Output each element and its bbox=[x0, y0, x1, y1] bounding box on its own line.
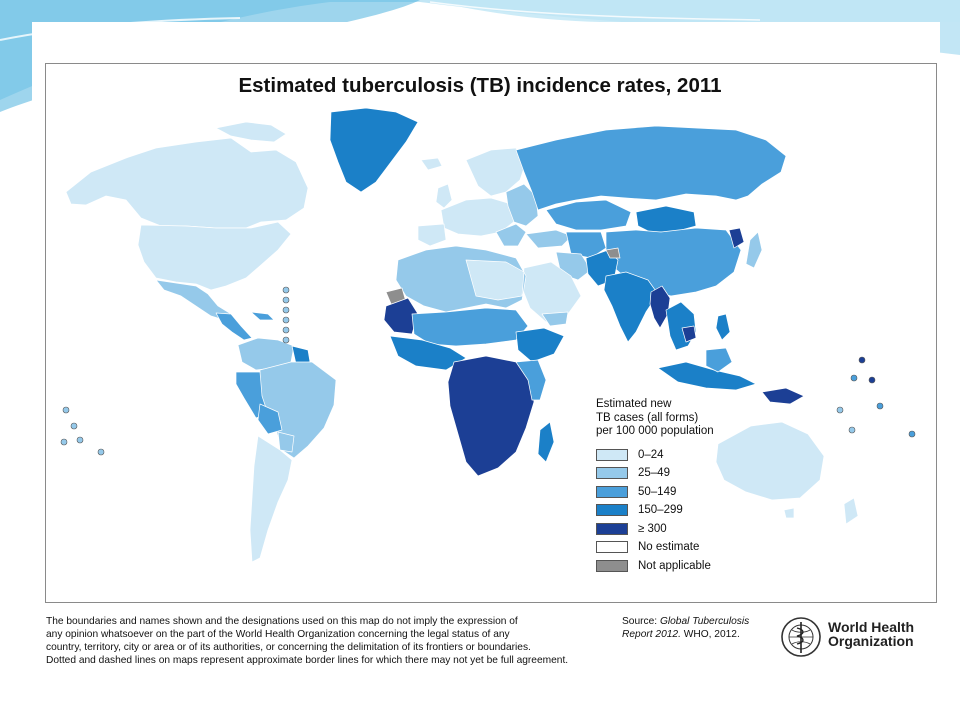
legend-item-50-149: 50–149 bbox=[596, 483, 796, 502]
legend-item-150-299: 150–299 bbox=[596, 501, 796, 520]
region-japan bbox=[745, 231, 763, 269]
region-western-europe bbox=[440, 197, 517, 237]
source-title: Report 2012. bbox=[622, 629, 681, 640]
region-yemen bbox=[541, 311, 569, 327]
legend-swatch bbox=[596, 467, 628, 480]
region-new-zealand bbox=[843, 497, 859, 525]
source-prefix: Source: bbox=[622, 616, 658, 627]
region-bolivia bbox=[257, 403, 283, 435]
region-papua-new-guinea bbox=[761, 387, 805, 405]
region-iberia bbox=[417, 223, 447, 247]
legend-label: ≥ 300 bbox=[638, 522, 667, 535]
region-usa bbox=[137, 221, 292, 291]
legend-title-line: TB cases (all forms) bbox=[596, 411, 699, 424]
region-horn-of-africa bbox=[515, 327, 565, 363]
region-kazakhstan bbox=[545, 199, 632, 231]
region-greenland bbox=[329, 107, 419, 193]
region-borneo bbox=[705, 347, 733, 373]
region-sahel bbox=[411, 307, 529, 347]
region-kashmir bbox=[605, 247, 621, 259]
legend-swatch bbox=[596, 541, 628, 554]
region-cambodia bbox=[681, 325, 697, 343]
source-suffix: WHO, 2012. bbox=[683, 629, 740, 640]
region-uk bbox=[435, 183, 453, 209]
region-india bbox=[603, 271, 659, 343]
disclaimer-line: The boundaries and names shown and the d… bbox=[46, 616, 518, 627]
legend-title: Estimated new TB cases (all forms) per 1… bbox=[596, 398, 796, 439]
region-tasmania bbox=[783, 507, 795, 519]
region-myanmar bbox=[649, 285, 671, 329]
region-east-africa bbox=[515, 359, 547, 401]
disclaimer-text: The boundaries and names shown and the d… bbox=[46, 615, 616, 667]
legend-swatch bbox=[596, 559, 628, 572]
legend-item-300-plus: ≥ 300 bbox=[596, 520, 796, 539]
who-emblem-icon bbox=[781, 617, 821, 657]
legend-label: 0–24 bbox=[638, 448, 664, 461]
region-philippines bbox=[715, 313, 731, 341]
legend-item-no-estimate: No estimate bbox=[596, 538, 796, 557]
region-mongolia bbox=[635, 205, 697, 233]
region-north-korea bbox=[728, 227, 745, 249]
legend-item-not-applicable: Not applicable bbox=[596, 557, 796, 576]
region-paraguay bbox=[277, 431, 295, 453]
region-russia bbox=[515, 125, 787, 211]
legend-swatch bbox=[596, 504, 628, 517]
region-iceland bbox=[420, 157, 443, 171]
region-egypt-libya bbox=[465, 259, 525, 301]
map-legend: Estimated new TB cases (all forms) per 1… bbox=[596, 398, 796, 575]
who-name-line: Organization bbox=[828, 633, 914, 649]
region-indonesia bbox=[657, 361, 757, 391]
legend-label: 50–149 bbox=[638, 485, 677, 498]
disclaimer-line: Dotted and dashed lines on maps represen… bbox=[46, 655, 569, 666]
region-balkans bbox=[495, 223, 527, 247]
region-eastern-europe bbox=[505, 183, 539, 227]
who-name: World Health Organization bbox=[828, 620, 914, 648]
source-title: Global Tuberculosis bbox=[659, 616, 750, 627]
who-name-line: World Health bbox=[828, 619, 915, 635]
who-logo: World Health Organization bbox=[780, 614, 930, 660]
disclaimer-line: country, territory, city or area or of i… bbox=[46, 642, 531, 653]
region-caribbean bbox=[250, 311, 275, 321]
region-central-southern-africa bbox=[447, 355, 535, 477]
legend-label: 150–299 bbox=[638, 504, 683, 517]
legend-title-line: per 100 000 population bbox=[596, 425, 714, 437]
region-southeast-asia bbox=[665, 301, 697, 351]
region-central-america bbox=[215, 312, 253, 341]
region-scandinavia bbox=[465, 147, 527, 197]
map-title: Estimated tuberculosis (TB) incidence ra… bbox=[238, 74, 722, 97]
region-canada-islands bbox=[215, 121, 287, 143]
legend-item-0-24: 0–24 bbox=[596, 446, 796, 465]
world-map bbox=[60, 107, 916, 563]
legend-swatch bbox=[596, 485, 628, 498]
source-citation: Source: Global Tuberculosis Report 2012.… bbox=[622, 615, 772, 641]
region-turkey-caucasus bbox=[525, 229, 573, 249]
small-island-markers bbox=[60, 286, 916, 456]
region-guyanas bbox=[291, 345, 311, 365]
region-australia bbox=[715, 421, 825, 501]
region-canada-alaska bbox=[65, 137, 309, 229]
region-argentina-chile bbox=[249, 435, 293, 563]
legend-item-25-49: 25–49 bbox=[596, 464, 796, 483]
legend-label: 25–49 bbox=[638, 467, 670, 480]
legend-label: No estimate bbox=[638, 541, 700, 554]
disclaimer-line: any opinion whatsoever on the part of th… bbox=[46, 629, 510, 640]
region-madagascar bbox=[537, 421, 555, 463]
legend-title-line: Estimated new bbox=[596, 398, 672, 410]
region-mauritania bbox=[383, 297, 419, 335]
legend-label: Not applicable bbox=[638, 559, 711, 572]
region-central-asia bbox=[565, 231, 607, 259]
legend-swatch bbox=[596, 522, 628, 535]
legend-swatch bbox=[596, 448, 628, 461]
